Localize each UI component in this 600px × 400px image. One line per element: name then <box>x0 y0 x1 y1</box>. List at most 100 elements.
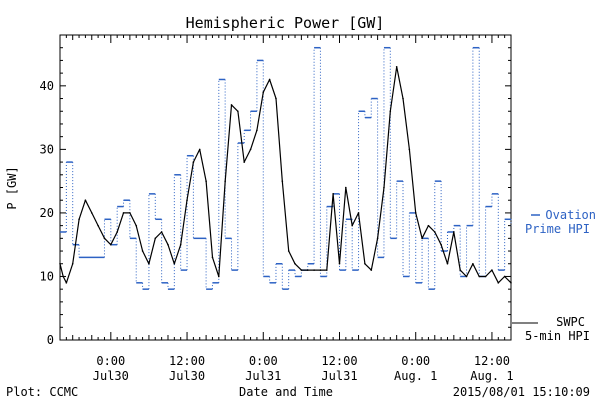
swpc-point <box>332 193 334 195</box>
swpc-point <box>230 104 233 106</box>
swpc-point <box>433 231 436 233</box>
swpc-point <box>268 78 271 81</box>
swpc-point <box>65 282 68 284</box>
x-tick-time: 12:00 <box>321 354 357 368</box>
swpc-point <box>218 275 220 278</box>
swpc-point <box>249 148 252 151</box>
swpc-point <box>510 282 512 284</box>
swpc-point <box>338 262 341 265</box>
swpc-point <box>90 212 93 214</box>
swpc-point <box>453 231 455 233</box>
swpc-point <box>370 269 373 271</box>
swpc-point <box>62 275 64 278</box>
swpc-point <box>103 237 106 240</box>
x-tick-date: Jul30 <box>169 369 205 383</box>
swpc-point <box>446 262 449 265</box>
y-tick-label: 10 <box>40 269 54 283</box>
y-axis-label: P [GW] <box>5 166 19 209</box>
swpc-point <box>440 243 442 246</box>
swpc-point <box>154 237 157 240</box>
swpc-point <box>192 161 195 163</box>
swpc-point <box>351 224 353 227</box>
swpc-point <box>148 262 150 265</box>
swpc-point <box>160 231 163 233</box>
swpc-point <box>414 212 417 214</box>
swpc-point <box>459 269 461 271</box>
swpc-point <box>211 256 214 259</box>
legend-swpc-line1: SWPC <box>556 315 585 329</box>
swpc-point <box>472 262 474 265</box>
swpc-point <box>421 237 423 240</box>
swpc-point <box>497 282 500 284</box>
swpc-point <box>364 262 366 265</box>
footer-timestamp: 2015/08/01 15:10:09 <box>453 385 590 399</box>
swpc-point <box>395 65 398 68</box>
swpc-point <box>427 224 430 227</box>
swpc-point <box>465 275 468 278</box>
swpc-point <box>186 199 188 202</box>
swpc-point <box>84 199 87 202</box>
chart-title: Hemispheric Power [GW] <box>186 14 385 32</box>
swpc-point <box>237 110 239 113</box>
swpc-point <box>129 212 131 214</box>
swpc-point <box>135 224 138 227</box>
legend-swpc-line2: 5-min HPI <box>525 329 590 343</box>
x-tick-date: Jul31 <box>321 369 357 383</box>
swpc-point <box>306 269 309 271</box>
y-tick-label: 40 <box>40 79 54 93</box>
swpc-point <box>281 180 284 182</box>
swpc-point <box>357 212 360 214</box>
swpc-point <box>503 275 506 278</box>
swpc-point <box>300 269 303 271</box>
swpc-point <box>71 262 74 265</box>
y-tick-label: 20 <box>40 206 54 220</box>
swpc-point <box>141 250 144 252</box>
swpc-series-line <box>59 66 512 284</box>
x-tick-time: 12:00 <box>169 354 205 368</box>
swpc-point <box>198 148 201 151</box>
swpc-point <box>167 243 169 246</box>
x-tick-date: Jul31 <box>245 369 281 383</box>
x-tick-time: 12:00 <box>474 354 510 368</box>
x-tick-labels: 0:00Jul3012:00Jul300:00Jul3112:00Jul310:… <box>59 35 514 383</box>
swpc-point <box>484 275 487 278</box>
x-tick-time: 0:00 <box>401 354 430 368</box>
swpc-point <box>313 269 315 271</box>
swpc-point <box>243 161 246 163</box>
footer-source: Plot: CCMC <box>6 385 78 399</box>
swpc-point <box>262 91 265 93</box>
swpc-point <box>325 269 328 271</box>
swpc-point <box>478 275 481 278</box>
x-tick-date: Jul30 <box>93 369 129 383</box>
swpc-point <box>97 224 99 227</box>
swpc-point <box>256 129 258 132</box>
swpc-point <box>402 97 404 100</box>
x-tick-time: 0:00 <box>96 354 125 368</box>
y-tick-label: 30 <box>40 142 54 156</box>
swpc-point <box>59 262 61 265</box>
swpc-point <box>173 262 176 265</box>
y-tick-label: 0 <box>47 333 54 347</box>
swpc-point <box>294 262 296 265</box>
legend-ovation-line2: Prime HPI <box>525 222 590 236</box>
swpc-point <box>78 218 80 221</box>
x-axis-label: Date and Time <box>239 385 333 399</box>
swpc-point <box>179 243 182 246</box>
swpc-point <box>389 110 392 113</box>
swpc-point <box>122 212 125 214</box>
x-tick-date: Aug. 1 <box>470 369 513 383</box>
swpc-point <box>383 186 385 189</box>
swpc-point <box>275 97 277 100</box>
legend: Ovation Prime HPI SWPC 5-min HPI <box>512 208 596 343</box>
swpc-point <box>224 180 226 182</box>
swpc-point <box>110 243 112 246</box>
legend-ovation-line1: Ovation <box>545 208 596 222</box>
swpc-point <box>205 180 207 182</box>
plot-area <box>59 34 512 341</box>
swpc-point <box>287 250 290 252</box>
swpc-point <box>408 148 411 151</box>
swpc-point <box>491 269 493 271</box>
x-tick-date: Aug. 1 <box>394 369 437 383</box>
swpc-point <box>116 231 118 233</box>
